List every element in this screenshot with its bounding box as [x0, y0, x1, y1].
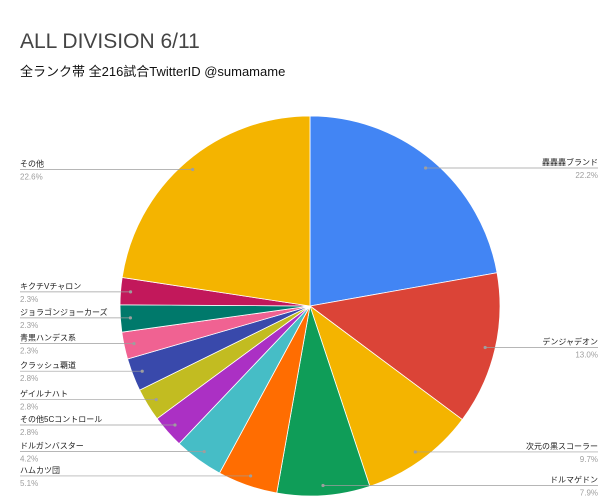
slice-label: 青黒ハンデス系: [20, 333, 76, 343]
pie-slices: [119, 115, 501, 497]
slice-percent: 2.8%: [20, 403, 38, 412]
chart-subtitle: 全ランク帯 全216試合TwitterID @sumamame: [20, 64, 285, 79]
slice-percent: 13.0%: [575, 350, 598, 359]
leader-dot: [173, 423, 177, 427]
slice-percent: 2.3%: [20, 321, 38, 330]
slice-percent: 5.1%: [20, 479, 38, 488]
leader-dot: [249, 474, 253, 478]
leader-dot: [154, 397, 158, 402]
pie-slice: [276, 305, 371, 497]
slice-label: 次元の黒スコーラー: [526, 441, 598, 451]
slice-label: クラッシュ覇道: [20, 360, 76, 370]
slice-label: ドルガンバスター: [20, 441, 84, 451]
slice-label: ハムカツ団: [20, 466, 60, 475]
pie-slice: [309, 115, 498, 307]
slice-percent: 22.2%: [575, 171, 598, 180]
pie-slice: [309, 304, 463, 487]
leader-dot: [140, 369, 144, 373]
slice-label: ドルマゲドン: [550, 475, 598, 485]
slice-label: ゲイルナハト: [20, 389, 68, 399]
chart-title: ALL DIVISION 6/11: [20, 30, 200, 53]
slice-percent: 4.2%: [20, 455, 38, 464]
slice-label: デンジャデオン: [542, 336, 598, 346]
slice-percent: 2.8%: [20, 374, 38, 383]
pie-slice: [309, 272, 501, 421]
leader-dot: [128, 316, 132, 320]
pie-labels: 轟轟轟ブランド 22.2% デンジャデオン 13.0% 次元の黒スコーラー 9.7% ドルマ…: [20, 157, 598, 498]
slice-percent: 2.3%: [20, 347, 38, 356]
leader-dot: [424, 166, 428, 170]
slice-label: その他5Cコントロール: [20, 414, 102, 424]
slice-percent: 2.3%: [20, 295, 38, 304]
pie-slice: [121, 115, 311, 307]
slice-percent: 7.9%: [580, 489, 598, 498]
slice-percent: 22.6%: [20, 172, 43, 181]
slice-label: キクチVチャロン: [20, 282, 81, 291]
leader-dot: [202, 450, 206, 454]
slice-label: ジョラゴンジョーカーズ: [20, 307, 108, 317]
slice-label: 轟轟轟ブランド: [542, 157, 598, 167]
leader-dot: [191, 167, 195, 172]
slice-label: その他: [20, 158, 44, 168]
leader-dot: [413, 450, 417, 454]
leader-dot: [321, 483, 325, 488]
leader-dot: [132, 342, 136, 346]
slice-percent: 9.7%: [580, 455, 598, 464]
leader-dot: [483, 345, 487, 350]
slice-percent: 2.8%: [20, 428, 38, 437]
leader-dot: [128, 290, 133, 294]
